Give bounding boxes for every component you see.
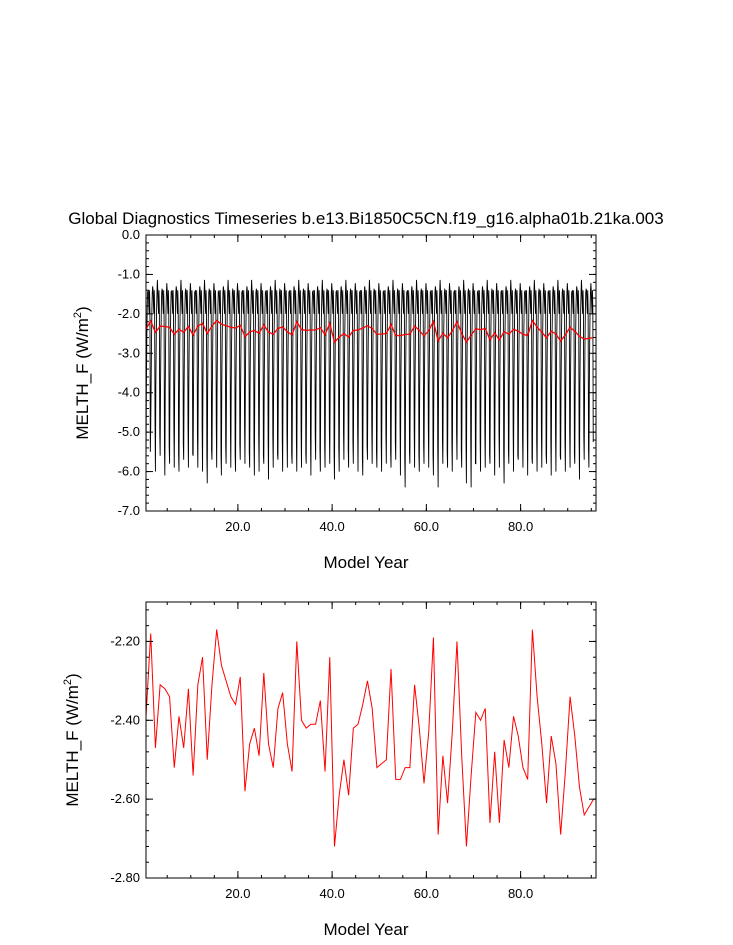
y-tick-label-top: -4.0	[118, 385, 140, 400]
y-axis-label-top-sup: 2	[72, 312, 84, 318]
x-tick-label-bottom: 80.0	[508, 886, 533, 901]
y-tick-label-top: -3.0	[118, 345, 140, 360]
tick-layer-bottom: -2.20 -2.40 -2.60 -2.80 20.0 40.0 60.0 80.0	[110, 602, 596, 901]
y-tick-label-bottom: -2.60	[110, 791, 140, 806]
x-tick-label-bottom: 40.0	[319, 886, 344, 901]
y-tick-label-top: -7.0	[118, 503, 140, 518]
plot-frame-top	[145, 234, 597, 512]
y-axis-label-top-close: )	[73, 306, 92, 312]
x-tick-label-top: 60.0	[414, 519, 439, 534]
y-axis-label-top-main: MELTH_F (W/m	[73, 318, 92, 440]
y-tick-label-bottom: -2.40	[110, 712, 140, 727]
plot-frame-bottom	[145, 601, 597, 879]
x-tick-label-top: 20.0	[225, 519, 250, 534]
y-axis-label-bottom: MELTH_F (W/m2)	[62, 673, 82, 806]
timeseries-panel-top: 0.0 -1.0 -2.0 -3.0 -4.0 -5.0 -6.0 -7.0 20.0 40.0 6…	[72, 227, 597, 572]
monthly-series-line	[145, 279, 594, 488]
y-tick-label-top: 0.0	[122, 227, 140, 242]
y-tick-label-top: -5.0	[118, 424, 140, 439]
figure-title: Global Diagnostics Timeseries b.e13.Bi18…	[68, 209, 663, 228]
annual-mean-line-bottom	[145, 629, 595, 847]
y-axis-label-bottom-close: )	[63, 673, 82, 679]
series-layer-bottom	[145, 629, 595, 847]
tick-layer-top: 0.0 -1.0 -2.0 -3.0 -4.0 -5.0 -6.0 -7.0 20.0 40.0 6…	[118, 227, 596, 534]
annual-mean-line-top	[145, 319, 594, 344]
y-tick-label-top: -1.0	[118, 266, 140, 281]
y-axis-label-bottom-main: MELTH_F (W/m	[63, 685, 82, 807]
y-axis-label-top: MELTH_F (W/m2)	[72, 306, 92, 439]
x-axis-label-top: Model Year	[323, 553, 408, 572]
y-tick-label-top: -6.0	[118, 464, 140, 479]
x-tick-label-bottom: 20.0	[225, 886, 250, 901]
x-axis-label-bottom: Model Year	[323, 920, 408, 939]
y-tick-label-bottom: -2.80	[110, 870, 140, 885]
timeseries-panel-bottom: -2.20 -2.40 -2.60 -2.80 20.0 40.0 60.0 80.0 Mod…	[62, 601, 597, 939]
y-axis-label-bottom-sup: 2	[62, 679, 74, 685]
x-tick-label-top: 80.0	[508, 519, 533, 534]
y-tick-label-bottom: -2.20	[110, 633, 140, 648]
x-tick-label-bottom: 60.0	[414, 886, 439, 901]
x-tick-label-top: 40.0	[319, 519, 344, 534]
y-tick-label-top: -2.0	[118, 306, 140, 321]
series-layer-top	[145, 279, 594, 488]
